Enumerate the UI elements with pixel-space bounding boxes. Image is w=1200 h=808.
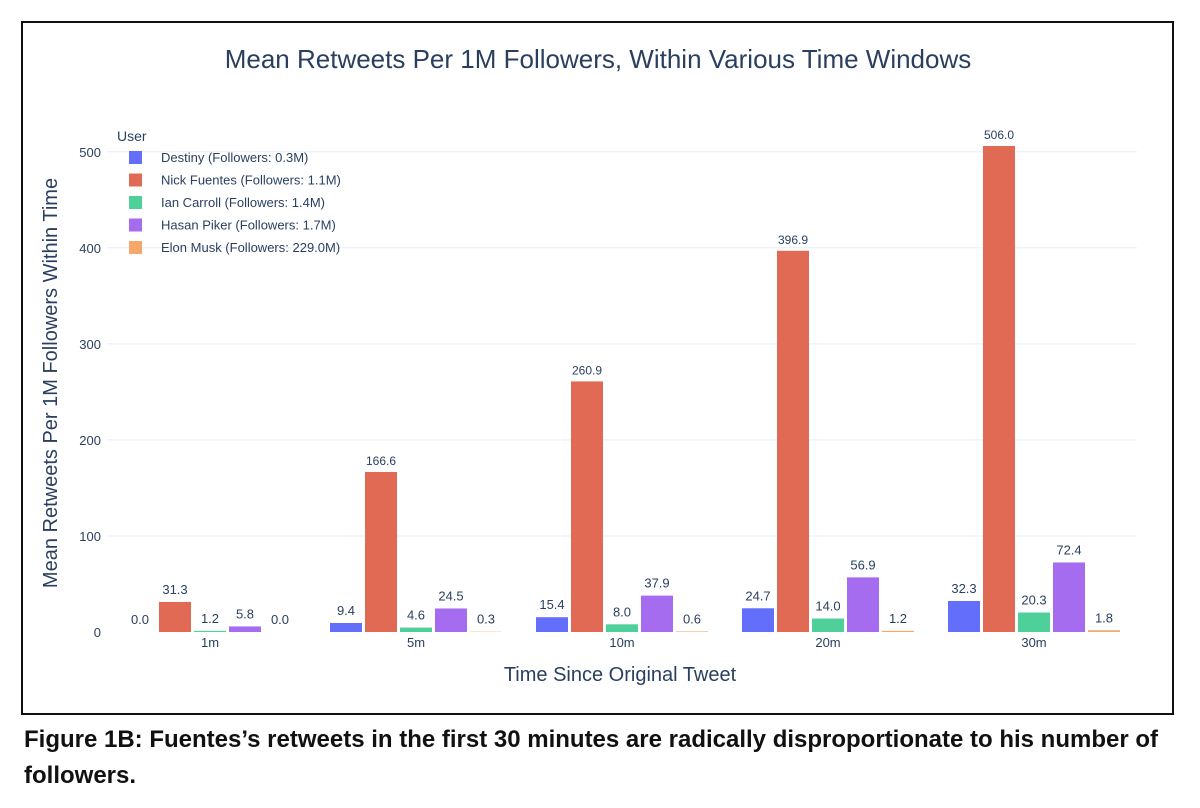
bar-value-label: 506.0 — [984, 128, 1014, 142]
bar — [742, 608, 774, 632]
y-tick-label: 200 — [79, 433, 101, 448]
y-tick-label: 0 — [94, 625, 101, 640]
bar-chart: 0.0 31.3 1.2 5.8 0.0 9.4 166.6 4.6 24.5 0.3 15.4 26… — [40, 44, 1137, 686]
bar — [536, 617, 568, 632]
bar — [194, 630, 226, 632]
gridlines — [107, 151, 1137, 537]
bar-value-label: 15.4 — [539, 597, 564, 612]
bar-value-label: 37.9 — [644, 576, 669, 591]
bar — [641, 595, 673, 632]
bar-value-label: 1.2 — [889, 611, 907, 626]
legend-swatch — [129, 196, 142, 209]
bar-value-label: 24.5 — [438, 588, 463, 603]
bar — [229, 626, 261, 632]
bar-value-label: 4.6 — [407, 608, 425, 623]
bar-value-label: 8.0 — [613, 604, 631, 619]
x-tick-label: 1m — [201, 635, 219, 650]
bar — [812, 618, 844, 632]
y-axis-ticks: 0 100 200 300 400 500 — [79, 145, 101, 640]
bar-value-label: 32.3 — [951, 581, 976, 596]
bar-value-label: 9.4 — [337, 603, 355, 618]
bar — [983, 146, 1015, 632]
bar-value-label: 166.6 — [366, 454, 396, 468]
legend-swatch — [129, 173, 142, 187]
bar-value-label: 31.3 — [162, 582, 187, 597]
bar-value-label: 24.7 — [745, 588, 770, 603]
bar-value-label: 56.9 — [850, 557, 875, 572]
legend-item: Nick Fuentes (Followers: 1.1M) — [161, 173, 341, 188]
legend-item: Elon Musk (Followers: 229.0M) — [161, 240, 340, 255]
bar — [365, 471, 397, 632]
bar — [571, 381, 603, 632]
bar-value-label: 5.8 — [236, 606, 254, 621]
bar-value-label: 72.4 — [1056, 542, 1081, 557]
bar-value-label: 0.3 — [477, 612, 495, 627]
x-tick-label: 20m — [815, 635, 840, 650]
x-tick-label: 30m — [1021, 635, 1046, 650]
bar-value-label: 14.0 — [815, 599, 840, 614]
legend-item: Hasan Piker (Followers: 1.7M) — [161, 218, 336, 233]
bar-value-label: 0.0 — [271, 612, 289, 627]
y-tick-label: 100 — [79, 529, 101, 544]
bars — [159, 146, 1120, 632]
legend-item: Ian Carroll (Followers: 1.4M) — [161, 195, 325, 210]
y-tick-label: 400 — [79, 241, 101, 256]
figure-frame: 0.0 31.3 1.2 5.8 0.0 9.4 166.6 4.6 24.5 0.3 15.4 26… — [21, 21, 1174, 715]
y-tick-label: 500 — [79, 145, 101, 160]
bar — [159, 601, 191, 632]
chart-title: Mean Retweets Per 1M Followers, Within V… — [225, 44, 972, 74]
bar-value-label: 396.9 — [778, 233, 808, 247]
bar — [330, 622, 362, 632]
bar-value-label: 260.9 — [572, 363, 602, 377]
bar-value-label: 1.2 — [201, 611, 219, 626]
legend-swatch — [129, 151, 142, 164]
x-tick-label: 5m — [407, 635, 425, 650]
x-axis-title: Time Since Original Tweet — [504, 664, 737, 686]
bar — [1053, 562, 1085, 632]
bar — [606, 624, 638, 632]
x-axis-ticks: 1m 5m 10m 20m 30m — [201, 635, 1047, 650]
bar-value-label: 0.0 — [131, 612, 149, 627]
bar — [1088, 630, 1120, 632]
x-tick-label: 10m — [609, 635, 634, 650]
legend-title: User — [117, 128, 147, 144]
bar-value-label: 1.8 — [1095, 610, 1113, 625]
bar — [882, 630, 914, 632]
bar — [400, 627, 432, 632]
figure-caption: Figure 1B: Fuentes’s retweets in the fir… — [24, 726, 1159, 789]
bar-value-label: 20.3 — [1021, 593, 1046, 608]
bar — [777, 250, 809, 632]
bar — [948, 600, 980, 632]
legend-swatch — [129, 241, 142, 254]
legend: User Destiny (Followers: 0.3M) Nick Fuent… — [117, 128, 341, 255]
bar-value-label: 0.6 — [683, 611, 701, 626]
bar — [847, 577, 879, 632]
y-tick-label: 300 — [79, 337, 101, 352]
y-axis-title: Mean Retweets Per 1M Followers Within Ti… — [40, 178, 62, 588]
legend-item: Destiny (Followers: 0.3M) — [161, 150, 308, 165]
legend-swatch — [129, 218, 142, 232]
bar — [435, 608, 467, 632]
bar — [1018, 612, 1050, 632]
data-labels: 0.0 31.3 1.2 5.8 0.0 9.4 166.6 4.6 24.5 0.3 15.4 26… — [131, 128, 1113, 627]
bar — [676, 631, 708, 632]
